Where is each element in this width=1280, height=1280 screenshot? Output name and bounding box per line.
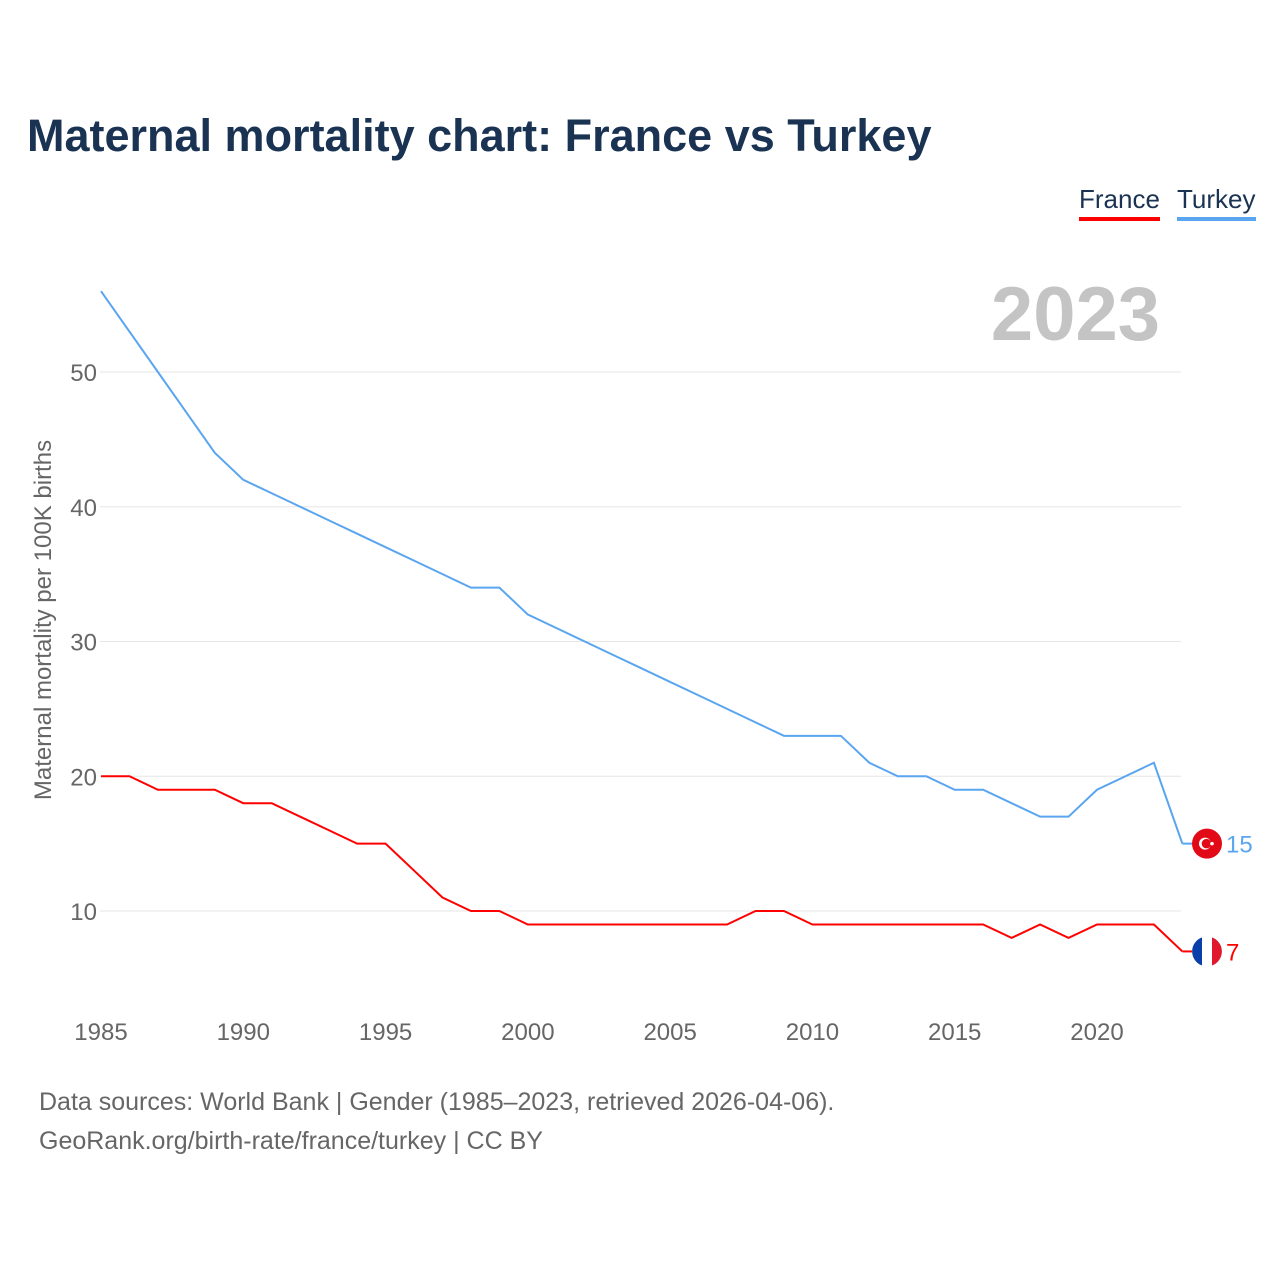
y-tick-label: 10 bbox=[70, 899, 97, 926]
x-tick-label: 1985 bbox=[74, 1019, 127, 1046]
flag-red-band bbox=[1212, 937, 1222, 966]
x-tick-label: 1995 bbox=[359, 1019, 412, 1046]
flag-crescent-cut bbox=[1201, 838, 1212, 849]
x-tick-label: 2020 bbox=[1070, 1019, 1123, 1046]
flag-star bbox=[1210, 841, 1214, 846]
chart-title: Maternal mortality chart: France vs Turk… bbox=[27, 110, 932, 161]
x-tick-label: 2005 bbox=[643, 1019, 696, 1046]
y-tick-label: 50 bbox=[70, 360, 97, 387]
x-tick-label: 2010 bbox=[786, 1019, 839, 1046]
series-line-france bbox=[101, 775, 1184, 953]
legend-france[interactable]: France bbox=[1079, 184, 1160, 221]
x-tick-label: 1990 bbox=[217, 1019, 270, 1046]
year-watermark: 2023 bbox=[991, 272, 1160, 357]
end-value-label-france: 7 bbox=[1226, 939, 1239, 966]
y-tick-label: 20 bbox=[70, 764, 97, 791]
series-line-turkey bbox=[100, 290, 1184, 844]
source-url: GeoRank.org/birth-rate/france/turkey | C… bbox=[39, 1127, 543, 1155]
y-tick-label: 40 bbox=[70, 495, 97, 522]
source-line: Data sources: World Bank | Gender (1985–… bbox=[39, 1088, 835, 1116]
y-axis-label: Maternal mortality per 100K births bbox=[30, 440, 57, 800]
y-tick-label: 30 bbox=[70, 630, 97, 657]
end-value-label-turkey: 15 bbox=[1226, 832, 1253, 859]
x-tick-label: 2000 bbox=[501, 1019, 554, 1046]
flag-blue-band bbox=[1192, 937, 1202, 966]
legend-turkey[interactable]: Turkey bbox=[1177, 184, 1256, 221]
x-tick-label: 2015 bbox=[928, 1019, 981, 1046]
